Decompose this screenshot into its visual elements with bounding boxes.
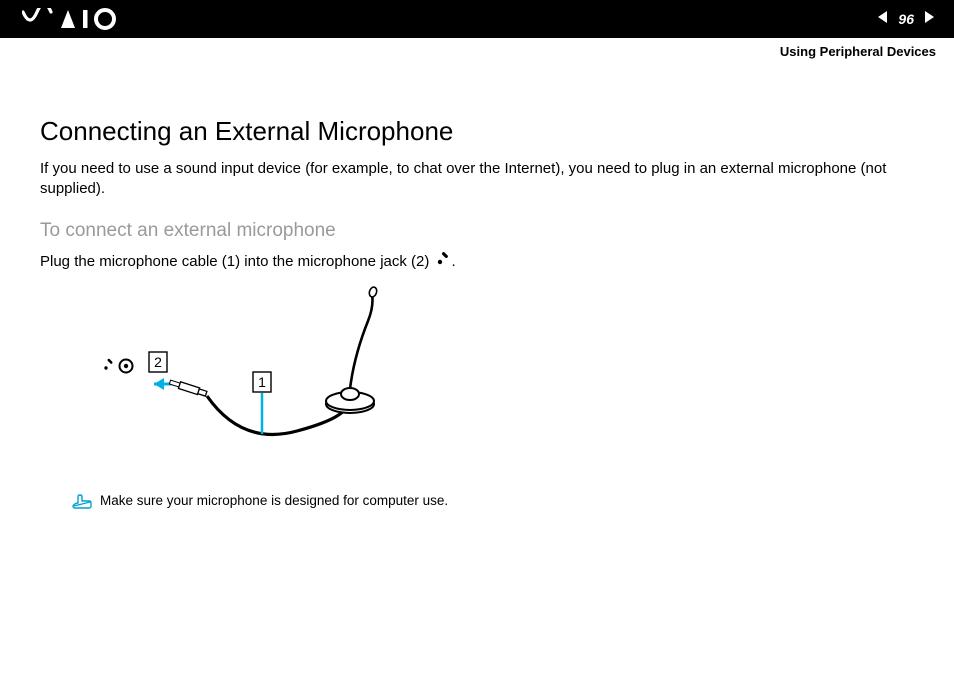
note-text: Make sure your microphone is designed fo… [100, 493, 448, 508]
svg-text:1: 1 [258, 374, 266, 390]
svg-text:2: 2 [154, 354, 162, 370]
note-hand-icon [72, 493, 92, 514]
microphone-stand [326, 286, 378, 413]
microphone-icon [436, 252, 450, 272]
header-nav: 96 [876, 10, 936, 29]
page-content: Connecting an External Microphone If you… [0, 38, 954, 514]
header-bar: 96 [0, 0, 954, 38]
vaio-logo [22, 8, 118, 30]
jack-label: 2 [149, 352, 167, 372]
section-label: Using Peripheral Devices [780, 44, 936, 59]
cable-label: 1 [253, 372, 271, 392]
microphone-diagram: 2 1 [72, 286, 914, 471]
jack-symbol-icon [104, 358, 132, 372]
cable-plug [169, 379, 207, 397]
prev-page-arrow[interactable] [876, 10, 890, 29]
page-title: Connecting an External Microphone [40, 116, 914, 147]
instruction-text: Plug the microphone cable (1) into the m… [40, 252, 914, 272]
page-number: 96 [898, 11, 914, 27]
instruction-after: . [452, 253, 456, 270]
instruction-before: Plug the microphone cable (1) into the m… [40, 253, 434, 270]
note-row: Make sure your microphone is designed fo… [72, 493, 914, 514]
next-page-arrow[interactable] [922, 10, 936, 29]
intro-paragraph: If you need to use a sound input device … [40, 159, 914, 200]
subheading: To connect an external microphone [40, 220, 914, 242]
